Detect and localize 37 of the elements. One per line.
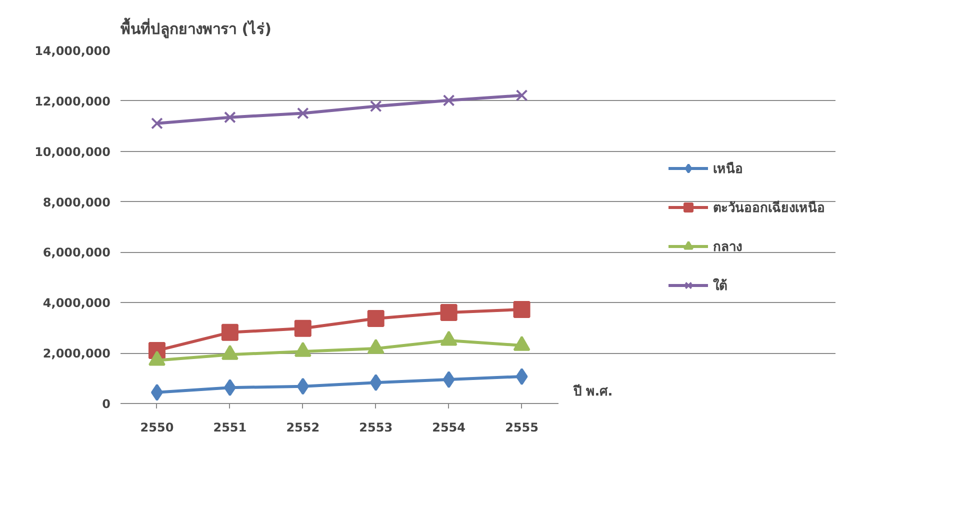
point [370, 374, 382, 392]
point [367, 310, 384, 328]
legend-label: ใต้ [713, 277, 728, 296]
x-tick-label: 2550 [140, 420, 174, 434]
legend-label: ตะวันออกเฉียงเหนือ [713, 200, 825, 218]
y-tick-label: 8,000,000 [42, 195, 111, 210]
x-axis-title: ปี พ.ศ. [572, 384, 613, 400]
point [516, 368, 528, 386]
point [516, 89, 528, 102]
x-tick-label: 2553 [359, 420, 393, 434]
y-tick-label: 6,000,000 [42, 246, 111, 260]
legend-label: กลาง [713, 238, 742, 256]
point [442, 371, 455, 388]
y-tick-label: 10,000,000 [34, 144, 111, 159]
point [296, 378, 309, 395]
y-tick-label: 2,000,000 [42, 346, 111, 361]
point [221, 324, 238, 341]
point [151, 117, 163, 130]
x-tick-label: 2551 [213, 420, 247, 434]
y-tick-label: 14,000,000 [34, 44, 111, 58]
point [296, 107, 309, 120]
point [294, 320, 312, 337]
y-tick-label: 0 [102, 397, 111, 411]
y-tick-label: 4,000,000 [42, 296, 111, 310]
x-tick-label: 2554 [432, 420, 466, 434]
point [513, 300, 530, 318]
point [224, 379, 236, 396]
point [440, 304, 458, 321]
x-tick-label: 2555 [505, 420, 538, 434]
point [442, 94, 455, 106]
point [370, 100, 382, 112]
x-tick-label: 2552 [286, 420, 320, 434]
point [224, 111, 236, 124]
chart-title: พื้นที่ปลูกยางพารา (ไร่) [120, 17, 272, 39]
legend-label: เหนือ [713, 160, 743, 178]
y-tick-label: 12,000,000 [34, 94, 111, 108]
point [150, 384, 163, 401]
